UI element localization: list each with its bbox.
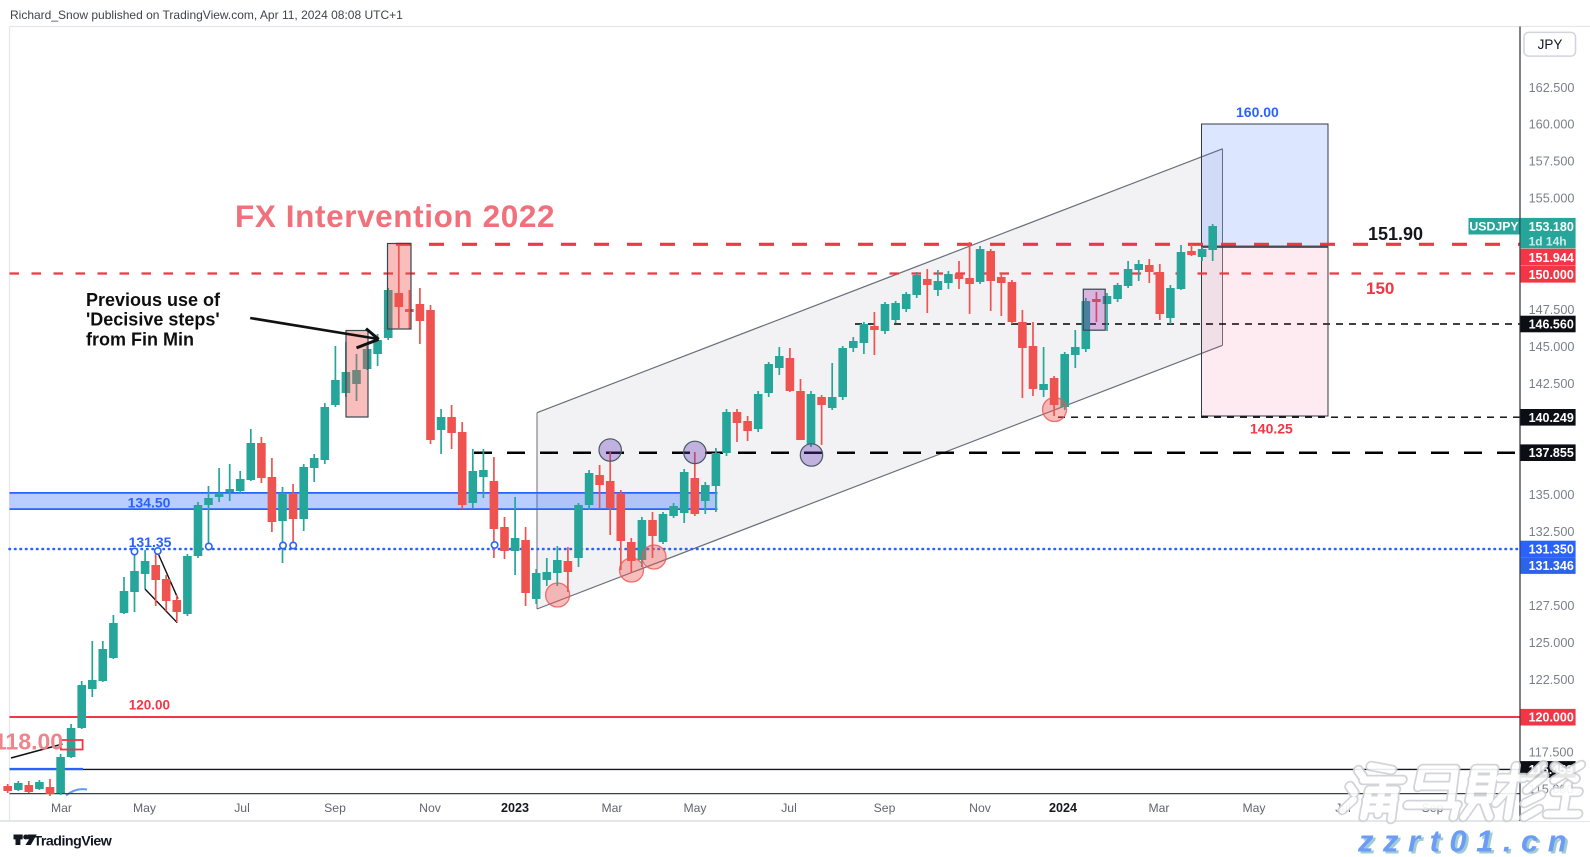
svg-text:125.000: 125.000 <box>1529 636 1575 650</box>
svg-text:151.944: 151.944 <box>1529 251 1574 265</box>
svg-text:USDJPY: USDJPY <box>1469 220 1518 234</box>
svg-text:Sep: Sep <box>324 801 346 815</box>
svg-text:162.500: 162.500 <box>1529 81 1575 95</box>
svg-text:FX Intervention 2022: FX Intervention 2022 <box>235 198 555 234</box>
svg-text:'Decisive steps': 'Decisive steps' <box>86 310 220 330</box>
svg-text:1d 14h: 1d 14h <box>1529 234 1567 248</box>
svg-text:May: May <box>1242 801 1266 815</box>
svg-text:Nov: Nov <box>419 801 442 815</box>
svg-text:Mar: Mar <box>51 801 72 815</box>
svg-text:146.560: 146.560 <box>1529 318 1574 332</box>
svg-text:Jul: Jul <box>234 801 250 815</box>
svg-text:Richard_Snow published on Trad: Richard_Snow published on TradingView.co… <box>10 8 403 22</box>
svg-text:157.500: 157.500 <box>1529 155 1575 169</box>
svg-text:131.35: 131.35 <box>129 534 172 550</box>
svg-text:160.000: 160.000 <box>1529 118 1575 132</box>
svg-text:Previous use of: Previous use of <box>86 290 221 310</box>
svg-text:TradingView: TradingView <box>34 834 113 850</box>
svg-text:140.249: 140.249 <box>1529 411 1574 425</box>
svg-text:153.180: 153.180 <box>1529 220 1574 234</box>
svg-text:Jul: Jul <box>781 801 797 815</box>
svg-text:Nov: Nov <box>969 801 992 815</box>
svg-text:Mar: Mar <box>1149 801 1170 815</box>
svg-text:131.346: 131.346 <box>1529 559 1574 573</box>
svg-text:118.00: 118.00 <box>0 729 63 755</box>
svg-text:131.350: 131.350 <box>1529 543 1574 557</box>
svg-text:May: May <box>133 801 157 815</box>
svg-text:135.000: 135.000 <box>1529 488 1575 502</box>
svg-text:2023: 2023 <box>501 801 529 815</box>
svg-text:134.50: 134.50 <box>128 495 171 511</box>
svg-text:150.000: 150.000 <box>1529 268 1574 282</box>
svg-text:120.000: 120.000 <box>1529 711 1574 725</box>
svg-text:Mar: Mar <box>602 801 623 815</box>
svg-text:137.855: 137.855 <box>1529 446 1574 460</box>
svg-text:JPY: JPY <box>1538 37 1563 52</box>
svg-text:127.500: 127.500 <box>1529 599 1575 613</box>
svg-text:140.25: 140.25 <box>1250 421 1293 437</box>
svg-text:151.90: 151.90 <box>1368 224 1423 244</box>
svg-text:zzrt01.cn: zzrt01.cn <box>1360 826 1579 857</box>
svg-text:from Fin Min: from Fin Min <box>86 330 194 350</box>
svg-text:Sep: Sep <box>874 801 896 815</box>
svg-text:2024: 2024 <box>1049 801 1077 815</box>
svg-text:150: 150 <box>1366 279 1394 298</box>
svg-text:May: May <box>683 801 707 815</box>
svg-text:155.000: 155.000 <box>1529 192 1575 206</box>
svg-text:122.500: 122.500 <box>1529 673 1575 687</box>
svg-text:147.500: 147.500 <box>1529 303 1575 317</box>
svg-text:132.500: 132.500 <box>1529 525 1575 539</box>
svg-text:142.500: 142.500 <box>1529 377 1575 391</box>
svg-text:117.500: 117.500 <box>1529 746 1574 760</box>
svg-text:120.00: 120.00 <box>129 698 170 713</box>
svg-text:zzrt01.cn: zzrt01.cn <box>1357 824 1576 857</box>
svg-text:145.000: 145.000 <box>1529 340 1575 354</box>
svg-text:160.00: 160.00 <box>1236 104 1279 120</box>
